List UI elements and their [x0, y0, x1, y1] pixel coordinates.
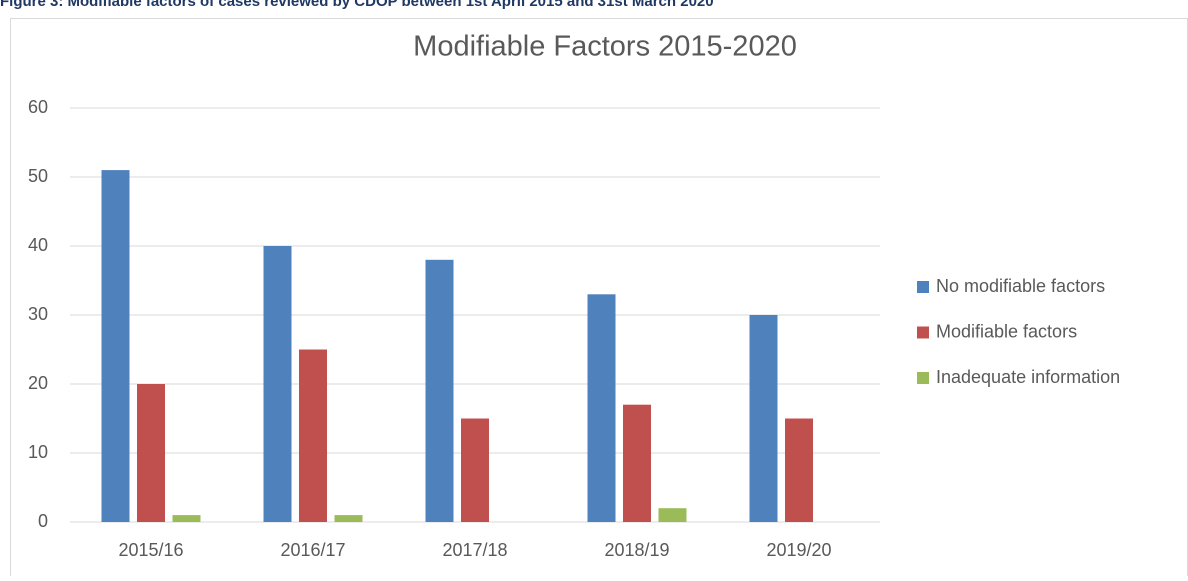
x-tick-label: 2018/19: [604, 540, 669, 560]
bar: [749, 315, 778, 522]
y-tick-label: 50: [28, 166, 48, 186]
legend-label: Inadequate information: [936, 367, 1120, 387]
bar: [623, 404, 651, 522]
bar: [263, 246, 292, 522]
x-tick-label: 2015/16: [118, 540, 183, 560]
bar: [425, 259, 454, 522]
legend-swatch: [917, 326, 929, 339]
y-tick-label: 10: [28, 442, 48, 462]
bar: [587, 294, 616, 522]
bar: [137, 384, 165, 522]
bar: [172, 515, 201, 522]
y-tick-label: 0: [38, 511, 48, 531]
bar: [461, 418, 489, 522]
chart-title: Modifiable Factors 2015-2020: [413, 31, 797, 63]
y-tick-label: 40: [28, 235, 48, 255]
y-tick-label: 60: [28, 97, 48, 117]
y-tick-label: 30: [28, 304, 48, 324]
y-tick-label: 20: [28, 373, 48, 393]
legend-label: Modifiable factors: [936, 321, 1077, 341]
bar: [101, 170, 130, 522]
bar: [658, 508, 687, 522]
legend-label: No modifiable factors: [936, 276, 1105, 296]
x-tick-label: 2016/17: [280, 540, 345, 560]
bar: [785, 418, 813, 522]
x-tick-label: 2019/20: [766, 540, 831, 560]
bar: [299, 349, 327, 522]
bar: [334, 515, 363, 522]
x-tick-label: 2017/18: [442, 540, 507, 560]
figure-caption: Figure 3: Modifiable factors of cases re…: [0, 0, 714, 10]
legend-swatch: [917, 372, 929, 384]
legend-swatch: [917, 281, 929, 293]
